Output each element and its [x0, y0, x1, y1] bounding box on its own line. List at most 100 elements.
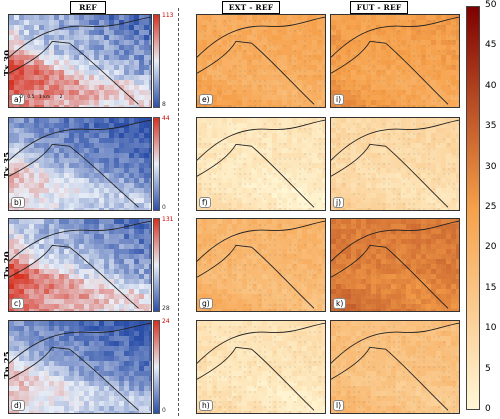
map-cell	[456, 80, 459, 85]
map-cell	[44, 259, 49, 264]
map-cell	[396, 80, 401, 85]
map-cell	[307, 254, 312, 259]
map-cell	[49, 259, 54, 264]
map-cell	[262, 30, 267, 35]
map-cell	[212, 123, 217, 128]
map-cell	[297, 80, 302, 85]
significance-dot	[433, 198, 435, 200]
map-cell	[331, 30, 336, 35]
map-cell	[341, 25, 346, 30]
map-cell	[94, 35, 99, 40]
map-cell	[114, 60, 119, 65]
map-cell	[237, 168, 242, 173]
map-cell	[139, 304, 144, 309]
map-cell	[237, 40, 242, 45]
map-cell	[441, 90, 446, 95]
map-cell	[391, 50, 396, 55]
map-cell	[287, 188, 292, 193]
map-cell	[59, 138, 64, 143]
map-cell	[39, 279, 44, 284]
map-cell	[272, 289, 277, 294]
map-cell	[322, 198, 325, 203]
map-cell	[232, 30, 237, 35]
map-cell	[139, 40, 144, 45]
map-cell	[416, 123, 421, 128]
significance-dot	[413, 85, 415, 87]
map-cell	[391, 143, 396, 148]
map-cell	[104, 254, 109, 259]
map-cell	[421, 173, 426, 178]
map-cell	[109, 279, 114, 284]
significance-dot	[289, 178, 291, 180]
significance-dot	[319, 153, 321, 155]
map-cell	[322, 274, 325, 279]
map-cell	[14, 35, 19, 40]
map-cell	[109, 203, 114, 208]
map-cell	[79, 95, 84, 100]
map-cell	[44, 193, 49, 198]
map-cell	[262, 105, 267, 107]
map-cell	[396, 70, 401, 75]
significance-dot	[393, 203, 395, 205]
map-cell	[297, 183, 302, 188]
map-cell	[376, 203, 381, 208]
map-cell	[307, 100, 312, 105]
map-cell	[109, 193, 114, 198]
significance-dot	[358, 40, 360, 42]
map-cell	[99, 75, 104, 80]
map-cell	[336, 80, 341, 85]
map-cell	[262, 249, 267, 254]
map-cell	[34, 274, 39, 279]
map-cell	[227, 50, 232, 55]
significance-dot	[269, 183, 271, 185]
significance-dot	[388, 40, 390, 42]
significance-dot	[274, 70, 276, 72]
map-cell	[366, 183, 371, 188]
map-cell	[351, 40, 356, 45]
map-cell	[129, 208, 134, 210]
map-cell	[14, 244, 19, 249]
significance-dot	[299, 203, 301, 205]
map-cell	[49, 45, 54, 50]
significance-dot	[353, 40, 355, 42]
map-cell	[232, 15, 237, 20]
map-cell	[307, 158, 312, 163]
significance-dot	[338, 163, 340, 165]
significance-dot	[353, 60, 355, 62]
significance-dot	[269, 85, 271, 87]
map-cell	[202, 208, 207, 210]
significance-dot	[393, 198, 395, 200]
map-cell	[197, 30, 202, 35]
significance-dot	[403, 128, 405, 130]
map-cell	[129, 259, 134, 264]
map-cell	[49, 304, 54, 309]
significance-dot	[343, 45, 345, 47]
map-cell	[331, 123, 336, 128]
map-cell	[451, 188, 456, 193]
map-cell	[124, 264, 129, 269]
map-raster	[9, 219, 151, 311]
significance-dot	[214, 85, 216, 87]
map-cell	[212, 158, 217, 163]
map-cell	[59, 118, 64, 123]
map-cell	[401, 138, 406, 143]
map-cell	[104, 45, 109, 50]
map-cell	[84, 20, 89, 25]
map-cell	[149, 173, 151, 178]
map-cell	[297, 244, 302, 249]
map-cell	[114, 80, 119, 85]
map-cell	[341, 35, 346, 40]
map-cell	[317, 239, 322, 244]
map-cell	[237, 249, 242, 254]
map-cell	[456, 35, 459, 40]
map-cell	[356, 30, 361, 35]
map-cell	[217, 60, 222, 65]
map-cell	[336, 133, 341, 138]
map-cell	[217, 279, 222, 284]
significance-dot	[204, 143, 206, 145]
map-cell	[39, 183, 44, 188]
map-cell	[292, 299, 297, 304]
map-cell	[406, 15, 411, 20]
map-cell	[49, 25, 54, 30]
map-cell	[94, 299, 99, 304]
